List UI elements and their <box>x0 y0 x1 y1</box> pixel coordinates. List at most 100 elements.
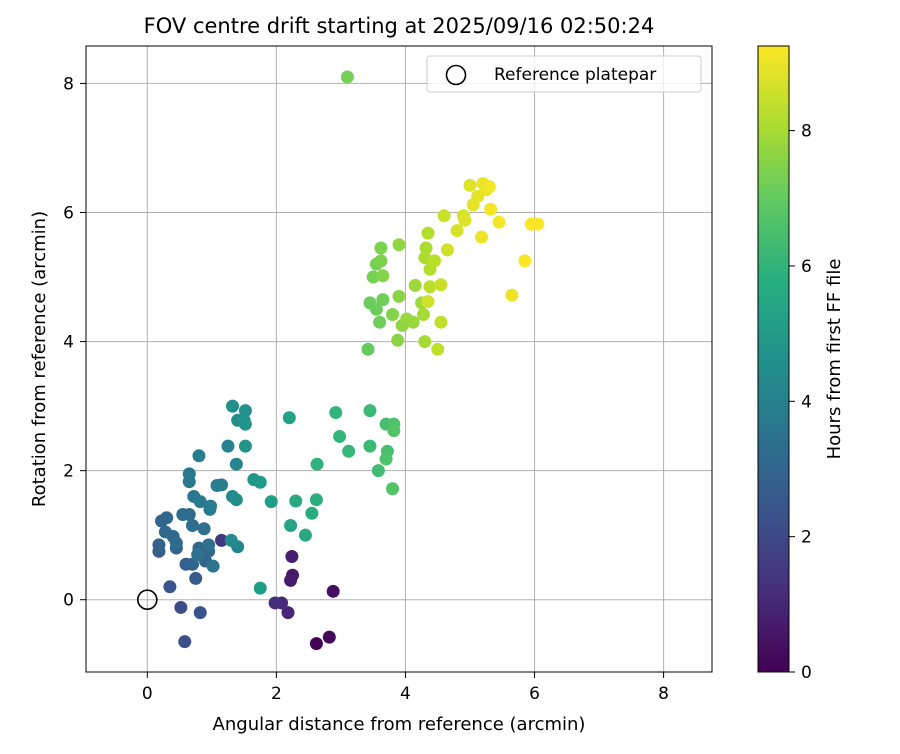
data-point <box>440 243 454 257</box>
data-point <box>225 399 239 413</box>
data-point <box>215 533 229 547</box>
data-point <box>392 289 406 303</box>
data-point <box>253 581 267 595</box>
data-point <box>197 522 211 536</box>
data-point <box>174 600 188 614</box>
data-point <box>531 217 545 231</box>
data-point <box>342 444 356 458</box>
data-point <box>193 495 207 509</box>
data-point <box>182 508 196 522</box>
reference-platepar-marker <box>137 589 158 611</box>
data-point <box>434 278 448 292</box>
data-point <box>406 315 420 329</box>
colorbar-label: Hours from first FF file <box>824 259 845 460</box>
colorbar-tick-label: 0 <box>801 663 812 683</box>
data-point <box>376 293 390 307</box>
data-point <box>450 224 464 238</box>
data-point <box>505 288 519 302</box>
data-point <box>386 307 400 321</box>
data-point <box>182 467 196 481</box>
data-point <box>185 519 199 533</box>
data-point <box>418 335 432 349</box>
data-point <box>202 538 216 552</box>
x-tick-label: 0 <box>142 684 153 704</box>
plot-frame <box>85 45 713 673</box>
data-point <box>238 404 252 418</box>
chart-title: FOV centre drift starting at 2025/09/16 … <box>144 14 655 38</box>
data-point <box>221 439 235 453</box>
data-point <box>392 238 406 252</box>
data-point <box>492 215 506 229</box>
y-tick-label: 0 <box>63 591 74 611</box>
data-point <box>363 439 377 453</box>
colorbar-gradient <box>757 45 790 673</box>
data-point <box>421 226 435 240</box>
data-point <box>322 630 336 644</box>
data-point <box>305 506 319 520</box>
data-point <box>387 424 401 438</box>
data-point <box>361 342 375 356</box>
grid-lines <box>86 46 712 672</box>
data-point <box>282 411 296 425</box>
data-point <box>169 536 183 550</box>
data-point <box>178 635 192 649</box>
data-point <box>463 178 477 192</box>
data-point <box>191 548 205 562</box>
data-point <box>289 494 303 508</box>
y-tick-label: 8 <box>63 74 74 94</box>
x-tick-label: 2 <box>271 684 282 704</box>
data-point <box>268 596 282 610</box>
colorbar-tick-label: 2 <box>801 528 812 548</box>
data-point <box>281 606 295 620</box>
y-tick-label: 2 <box>63 462 74 482</box>
data-point <box>192 449 206 463</box>
data-point <box>419 241 433 255</box>
data-point <box>160 511 174 525</box>
x-tick-label: 8 <box>658 684 669 704</box>
data-point <box>204 499 218 513</box>
data-point <box>475 230 489 244</box>
data-point <box>340 70 354 84</box>
y-axis-ticks: 0 2 4 6 8 <box>63 74 86 611</box>
data-point <box>458 213 472 227</box>
data-point <box>285 549 299 563</box>
colorbar-tick-label: 4 <box>801 392 812 412</box>
data-point <box>391 333 405 347</box>
data-point <box>224 533 238 547</box>
y-tick-label: 4 <box>63 333 74 353</box>
data-point <box>408 278 422 292</box>
colorbar-tick-label: 6 <box>801 257 812 277</box>
data-point <box>369 302 383 316</box>
data-point <box>363 404 377 418</box>
data-point <box>284 519 298 533</box>
data-point <box>152 538 166 552</box>
legend-marker <box>445 64 467 86</box>
legend-box <box>426 55 702 93</box>
data-point <box>373 315 387 329</box>
data-point <box>215 478 229 492</box>
data-point <box>482 180 496 194</box>
data-point <box>253 475 267 489</box>
data-point <box>238 439 252 453</box>
data-point <box>431 342 445 356</box>
data-point <box>298 528 312 542</box>
data-point <box>326 584 340 598</box>
data-point <box>193 606 207 620</box>
data-point <box>484 202 498 216</box>
data-point <box>158 525 172 539</box>
data-point <box>264 495 278 509</box>
data-point <box>379 452 393 466</box>
data-point <box>189 571 203 585</box>
data-point <box>421 295 435 309</box>
data-point <box>434 315 448 329</box>
data-point <box>423 280 437 294</box>
legend-label: Reference platepar <box>494 65 656 85</box>
data-point <box>185 557 199 571</box>
data-point <box>376 269 390 283</box>
data-point <box>427 254 441 268</box>
legend: Reference platepar <box>426 55 702 93</box>
data-point <box>284 573 298 587</box>
data-point <box>229 493 243 507</box>
